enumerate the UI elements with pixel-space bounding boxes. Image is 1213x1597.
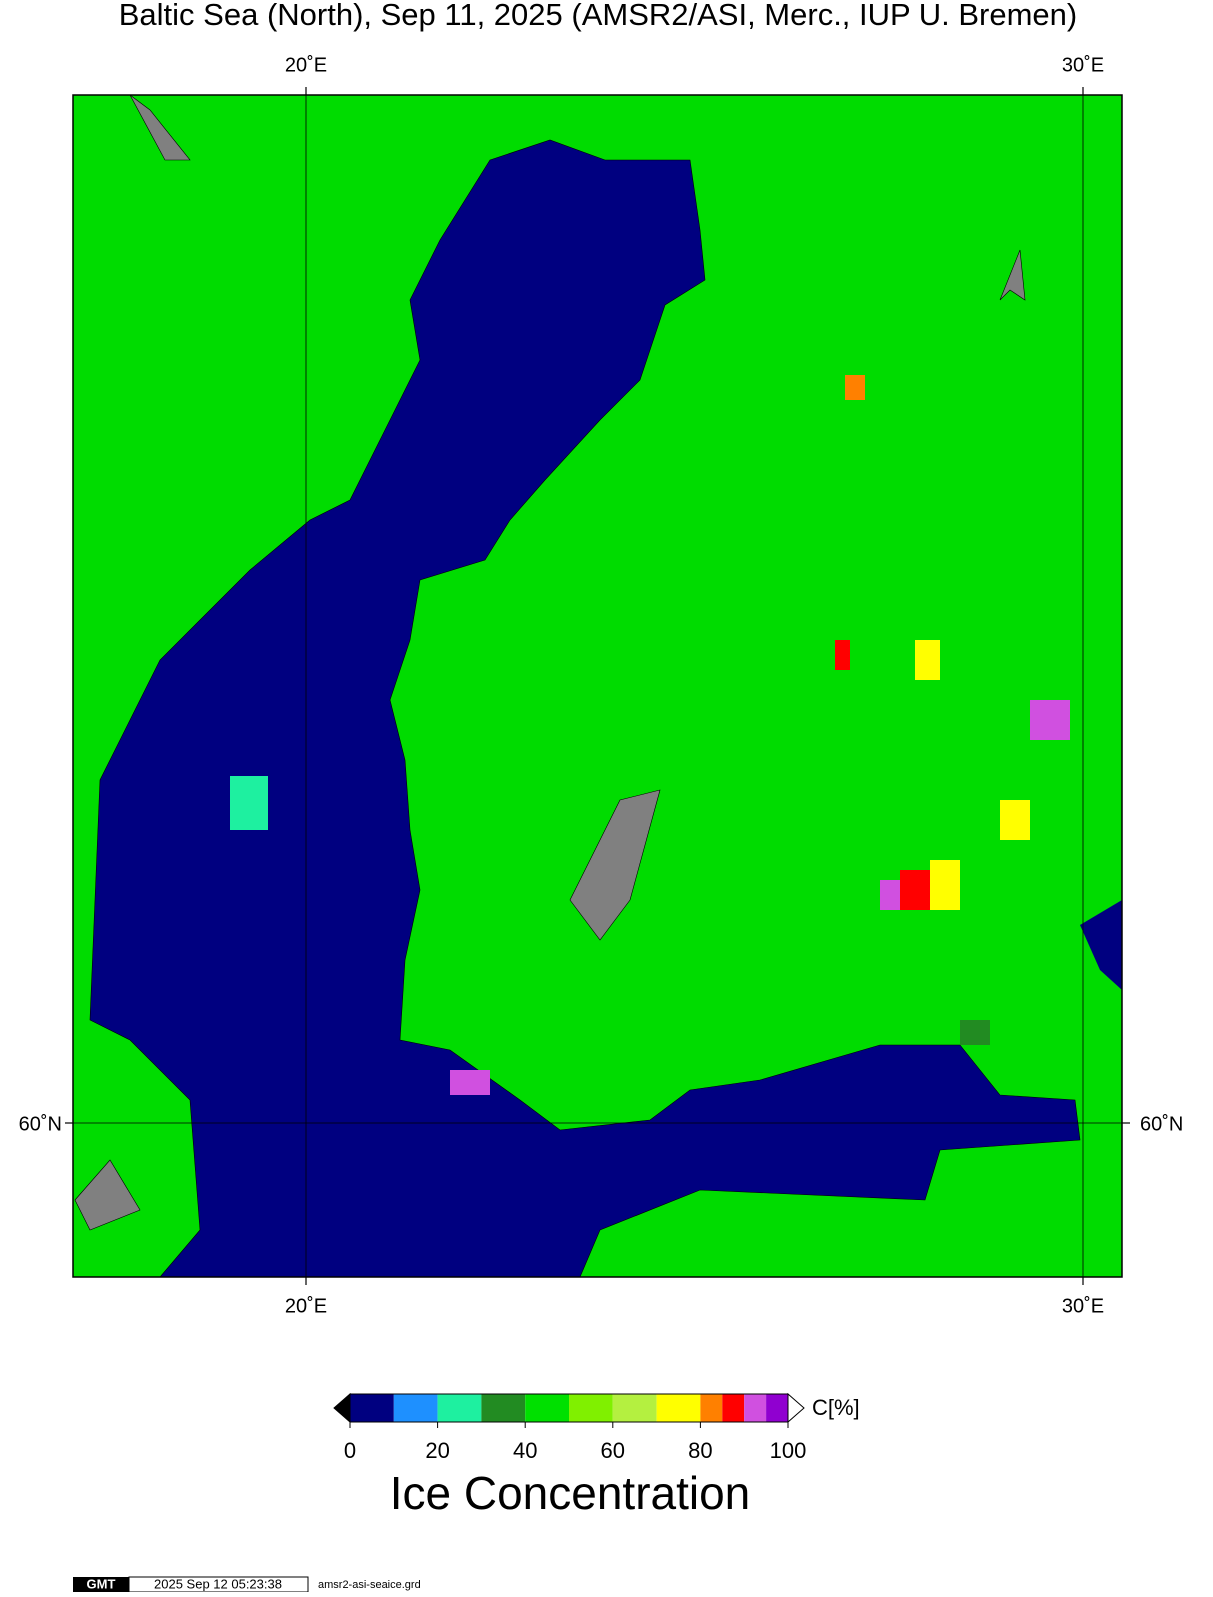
- colorbar-tick-label: 0: [344, 1438, 356, 1463]
- colorbar-tick-label: 20: [425, 1438, 449, 1463]
- lat-label: 60˚N: [1140, 1113, 1183, 1135]
- timestamp: 2025 Sep 12 05:23:38: [154, 1576, 282, 1591]
- colorbar-frame: [349, 1393, 789, 1423]
- colorbar-unit: C[%]: [812, 1395, 860, 1420]
- colorbar-bin: [525, 1394, 569, 1422]
- colorbar-bin: [393, 1394, 438, 1422]
- colorbar-tick-label: 60: [601, 1438, 625, 1463]
- colorbar-bin: [481, 1394, 526, 1422]
- colorbar-bin: [700, 1394, 723, 1422]
- frame: [72, 94, 1123, 1278]
- map: 20˚E 30˚E 20˚E 30˚E 60˚N 60˚N: [19, 54, 1184, 1317]
- title: Baltic Sea (North), Sep 11, 2025 (AMSR2/…: [119, 0, 1078, 32]
- colorbar-tick-label: 40: [513, 1438, 537, 1463]
- colorbar-tick-label: 100: [770, 1438, 807, 1463]
- colorbar-bin: [569, 1394, 613, 1422]
- sea: [89, 139, 1081, 1278]
- logo-box: [73, 1577, 129, 1592]
- ice-cells: [230, 375, 1070, 1095]
- lon-label: 20˚E: [285, 54, 327, 76]
- colorbar-bin: [722, 1394, 745, 1422]
- lon-label: 20˚E: [285, 1295, 327, 1317]
- under-triangle: [333, 1392, 351, 1424]
- filename: amsr2-asi-seaice.grd: [318, 1579, 421, 1591]
- colorbar-bin: [350, 1394, 394, 1422]
- coast-detail: [74, 94, 1026, 1231]
- ticks: [65, 87, 1130, 1285]
- lon-label: 30˚E: [1062, 54, 1104, 76]
- sea: [1080, 900, 1122, 990]
- lon-label: 30˚E: [1062, 1295, 1104, 1317]
- colorbar-bin: [766, 1394, 788, 1422]
- colorbar-bin: [437, 1394, 482, 1422]
- lat-label: 60˚N: [19, 1113, 62, 1135]
- colorbar: 0 20 40 60 80 100: [333, 1392, 807, 1463]
- colorbar-tick-label: 80: [688, 1438, 712, 1463]
- over-triangle: [787, 1392, 805, 1424]
- logo: GMT: [87, 1576, 116, 1591]
- colorbar-bin: [656, 1394, 701, 1422]
- colorbar-bin: [744, 1394, 767, 1422]
- colorbar-title: Ice Concentration: [390, 1467, 751, 1519]
- colorbar-bin: [612, 1394, 657, 1422]
